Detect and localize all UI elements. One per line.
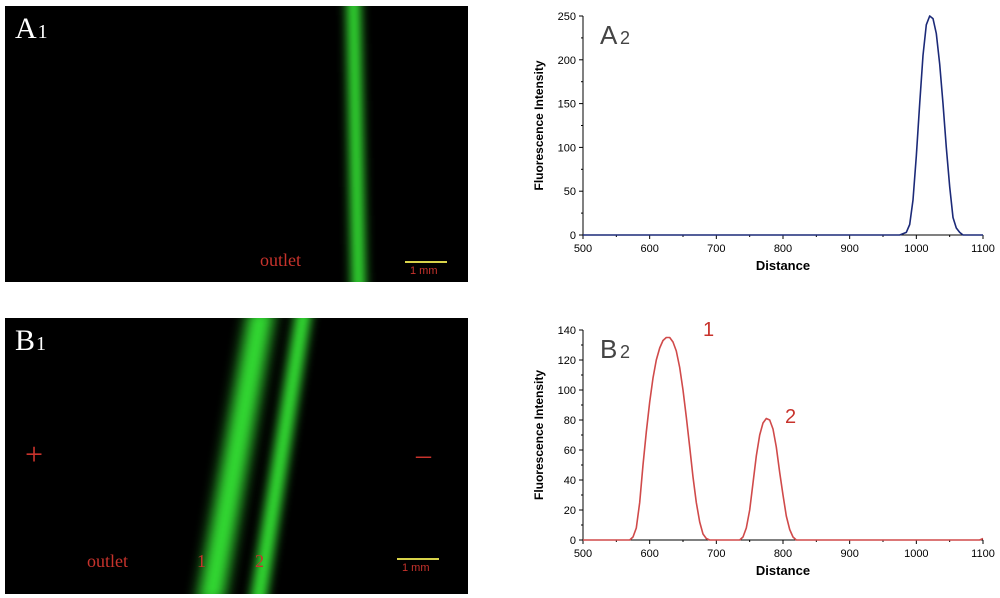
chart-a2-x-axis-label: Distance <box>756 258 810 273</box>
panel-label-a1-sub: 1 <box>37 21 48 43</box>
chart-b2-x-tick-label: 700 <box>707 548 725 560</box>
chart-a2-y-axis-label: Fluorescence Intensity <box>532 60 546 190</box>
chart-b2-y-tick-label: 60 <box>564 445 576 457</box>
chart-a2-x-tick-label: 500 <box>574 243 592 255</box>
chart-a2-y-tick-label: 50 <box>564 186 576 198</box>
chart-a2-series-line <box>583 15 983 236</box>
chart-b2-x-tick-label: 600 <box>640 548 658 560</box>
scale-label-a1: 1 mm <box>410 265 438 277</box>
chart-b2-y-tick-label: 100 <box>558 385 576 397</box>
scale-label-b1: 1 mm <box>402 562 430 574</box>
chart-a2-y-tick-label: 250 <box>558 11 576 23</box>
minus-electrode-label: – <box>416 438 431 471</box>
chart-a2-x-tick-label: 1000 <box>904 243 928 255</box>
chart-b2-x-tick-label: 1000 <box>904 548 928 560</box>
fluorescence-profile-chart-b2: 500 600 700 800 900 1000 1100 0 20 40 60 80 100 120 14… <box>532 319 995 578</box>
chart-a2-y-tick-label: 100 <box>558 142 576 154</box>
chart-b2-panel-label: B <box>600 334 617 364</box>
chart-b2-x-axis-label: Distance <box>756 563 810 578</box>
chart-a2-x-tick-label: 900 <box>840 243 858 255</box>
chart-a2-x-tick-label: 1100 <box>971 243 995 255</box>
chart-b2-x-tick-label: 800 <box>774 548 792 560</box>
outlet-label-b1: outlet <box>87 551 128 571</box>
plus-electrode-label: + <box>25 436 44 472</box>
chart-b2-y-tick-label: 140 <box>558 325 576 337</box>
chart-a2-panel-label-sub: 2 <box>620 28 630 48</box>
chart-b2-peak-label-1: 1 <box>703 319 714 341</box>
chart-b2-x-tick-label: 500 <box>574 548 592 560</box>
panel-label-b1-letter: B <box>15 324 36 357</box>
panel-label-a1: A1 <box>15 14 48 47</box>
band-label-1: 1 <box>197 551 206 571</box>
fluorescence-image-b1: B1 + – outlet 1 2 1 mm <box>5 318 468 594</box>
chart-a2-panel-label: A <box>600 20 618 50</box>
fluorescence-profile-chart-a2: 500 600 700 800 900 1000 1100 0 50 100 150 200 250 Di… <box>532 11 995 273</box>
chart-a2-x-tick-label: 600 <box>640 243 658 255</box>
chart-b2-y-tick-label: 0 <box>570 535 576 547</box>
chart-b2-peak-label-2: 2 <box>785 406 796 428</box>
panel-label-a1-letter: A <box>15 12 37 45</box>
chart-a2-y-tick-label: 150 <box>558 99 576 111</box>
chart-b2-series-line <box>583 336 984 541</box>
chart-b2-y-tick-label: 20 <box>564 505 576 517</box>
chart-b2-x-tick-label: 1100 <box>971 548 995 560</box>
fluorescence-image-a1: A1 outlet 1 mm <box>5 6 468 282</box>
scale-bar-b1 <box>397 558 439 560</box>
outlet-label-a1: outlet <box>260 250 301 270</box>
chart-a2-y-tick-label: 0 <box>570 230 576 242</box>
chart-b2-panel-label-sub: 2 <box>620 342 630 362</box>
chart-a2-x-tick-label: 800 <box>774 243 792 255</box>
chart-a2-x-tick-label: 700 <box>707 243 725 255</box>
chart-b2-y-axis-label: Fluorescence Intensity <box>532 370 546 500</box>
chart-a2-y-tick-label: 200 <box>558 55 576 67</box>
panel-label-b1: B1 <box>15 326 46 359</box>
chart-b2-x-tick-label: 900 <box>840 548 858 560</box>
panel-label-b1-sub: 1 <box>36 333 47 355</box>
fluorescence-band-a1 <box>346 6 366 282</box>
band-label-2: 2 <box>255 551 264 571</box>
chart-b2-y-tick-label: 40 <box>564 475 576 487</box>
chart-b2-y-tick-label: 80 <box>564 415 576 427</box>
chart-b2-y-tick-label: 120 <box>558 355 576 367</box>
scale-bar-a1 <box>405 261 447 263</box>
